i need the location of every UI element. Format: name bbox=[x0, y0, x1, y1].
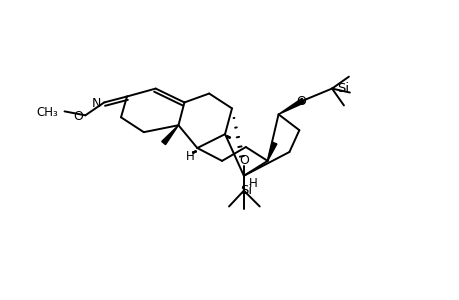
Text: O: O bbox=[73, 110, 83, 123]
Polygon shape bbox=[278, 98, 304, 114]
Text: CH₃: CH₃ bbox=[37, 106, 58, 119]
Text: O: O bbox=[296, 95, 306, 108]
Text: H: H bbox=[185, 150, 194, 164]
Polygon shape bbox=[267, 142, 276, 161]
Text: Si: Si bbox=[239, 184, 252, 197]
Text: H: H bbox=[248, 177, 257, 190]
Polygon shape bbox=[162, 125, 178, 145]
Text: O: O bbox=[238, 154, 248, 167]
Text: N: N bbox=[92, 97, 101, 110]
Text: Si: Si bbox=[336, 82, 348, 95]
